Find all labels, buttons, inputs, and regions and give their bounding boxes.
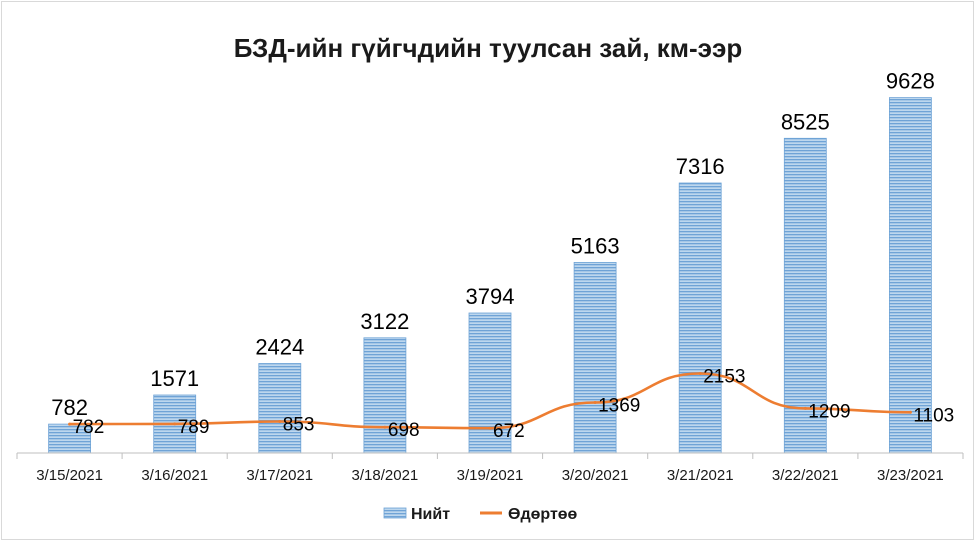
x-tick-label-1: 3/16/2021: [141, 467, 208, 484]
line-value-label-3: 698: [388, 420, 420, 441]
x-axis: 3/15/2021 3/16/2021 3/17/2021 3/18/2021 3/19…: [16, 452, 964, 484]
x-tick-label-5: 3/20/2021: [562, 467, 629, 484]
bar-value-label-2: 2424: [255, 335, 304, 360]
bars-layer: [48, 97, 932, 454]
bar-value-label-8: 9628: [886, 69, 935, 94]
line-point-3: [383, 425, 387, 429]
bar-3: [363, 337, 407, 454]
bar-8: [889, 97, 932, 454]
line-layer: [68, 372, 912, 430]
bar-value-label-0: 782: [51, 395, 88, 420]
x-tick-label-3: 3/18/2021: [352, 467, 419, 484]
chart-title: БЗД-ийн гүйгчдийн туулсан зай, км-ээр: [234, 33, 743, 63]
bar-value-label-1: 1571: [150, 366, 199, 391]
bar-2: [258, 363, 302, 454]
line-point-2: [278, 420, 282, 423]
line-point-5: [593, 401, 597, 404]
bar-5: [573, 261, 617, 454]
line-value-label-0: 782: [73, 417, 105, 438]
line-point-6: [698, 372, 702, 375]
bar-value-label-7: 8525: [781, 109, 830, 134]
line-series-daily: [68, 372, 912, 430]
line-point-7: [803, 406, 807, 410]
x-tick-label-8: 3/23/2021: [877, 467, 944, 484]
x-tick-label-4: 3/19/2021: [457, 467, 524, 484]
legend-label-bar: Нийт: [411, 506, 450, 523]
line-point-4: [488, 426, 492, 430]
x-tick-label-2: 3/17/2021: [246, 467, 313, 484]
bar-7: [783, 137, 827, 454]
line-point-1: [173, 422, 177, 426]
bar-6: [678, 182, 722, 454]
line-value-label-1: 789: [178, 417, 210, 438]
line-value-label-8: 1103: [913, 405, 954, 426]
line-value-label-5: 1369: [598, 396, 640, 417]
line-value-label-7: 1209: [808, 401, 850, 422]
bar-0: [48, 423, 91, 454]
legend-swatch-bar: [383, 507, 407, 519]
line-point-0: [68, 422, 72, 426]
bar-value-label-3: 3122: [360, 309, 409, 334]
bar-value-label-5: 5163: [571, 233, 620, 258]
bar-value-label-4: 3794: [466, 284, 515, 309]
bar-value-label-6: 7316: [676, 154, 725, 179]
legend-label-line: Өдөртөө: [508, 506, 578, 523]
labels-layer: 782 1571 2424 3122 3794 5163 7316 8525 9628 782 78…: [51, 69, 954, 443]
line-value-label-2: 853: [283, 415, 315, 436]
x-tick-label-0: 3/15/2021: [36, 467, 103, 484]
legend: Нийт Өдөртөө: [383, 506, 578, 523]
x-tick-label-7: 3/22/2021: [772, 467, 839, 484]
line-point-8: [908, 410, 912, 414]
line-value-label-4: 672: [493, 421, 525, 442]
line-value-label-6: 2153: [703, 367, 745, 388]
x-tick-label-6: 3/21/2021: [667, 467, 734, 484]
